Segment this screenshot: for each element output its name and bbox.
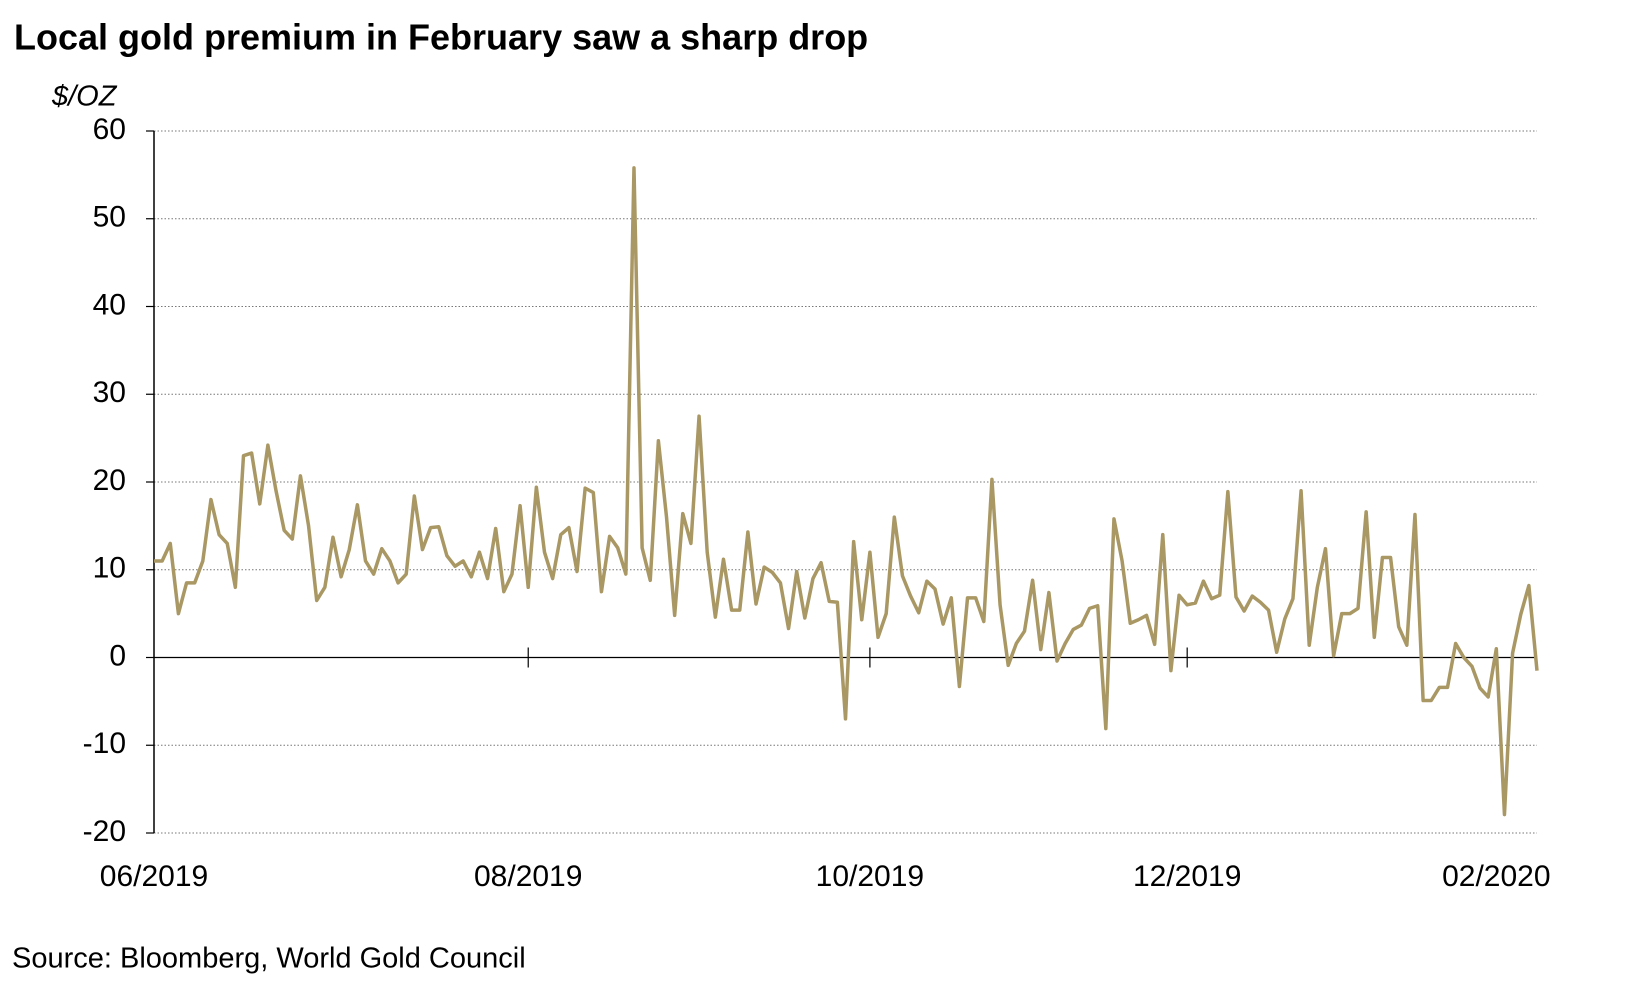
source-note: Source: Bloomberg, World Gold Council (12, 943, 526, 975)
y-axis-label: $/OZ (51, 81, 118, 113)
x-tick-label: 10/2019 (816, 860, 924, 893)
y-tick-label: -10 (83, 727, 126, 760)
y-tick-label: 60 (93, 113, 126, 146)
x-tick-label: 12/2019 (1133, 860, 1241, 893)
chart-title: Local gold premium in February saw a sha… (14, 17, 868, 58)
data-line (154, 166, 1539, 817)
y-tick-label: -20 (83, 815, 126, 848)
y-tick-label: 40 (93, 288, 126, 321)
y-tick-label: 10 (93, 552, 126, 585)
y-tick-label: 0 (109, 639, 126, 672)
y-tick-label: 30 (93, 376, 126, 409)
x-tick-label: 06/2019 (100, 860, 208, 893)
y-tick-label: 20 (93, 464, 126, 497)
y-tick-label: 50 (93, 201, 126, 234)
x-tick-label: 02/2020 (1442, 860, 1550, 893)
x-tick-label: 08/2019 (474, 860, 582, 893)
